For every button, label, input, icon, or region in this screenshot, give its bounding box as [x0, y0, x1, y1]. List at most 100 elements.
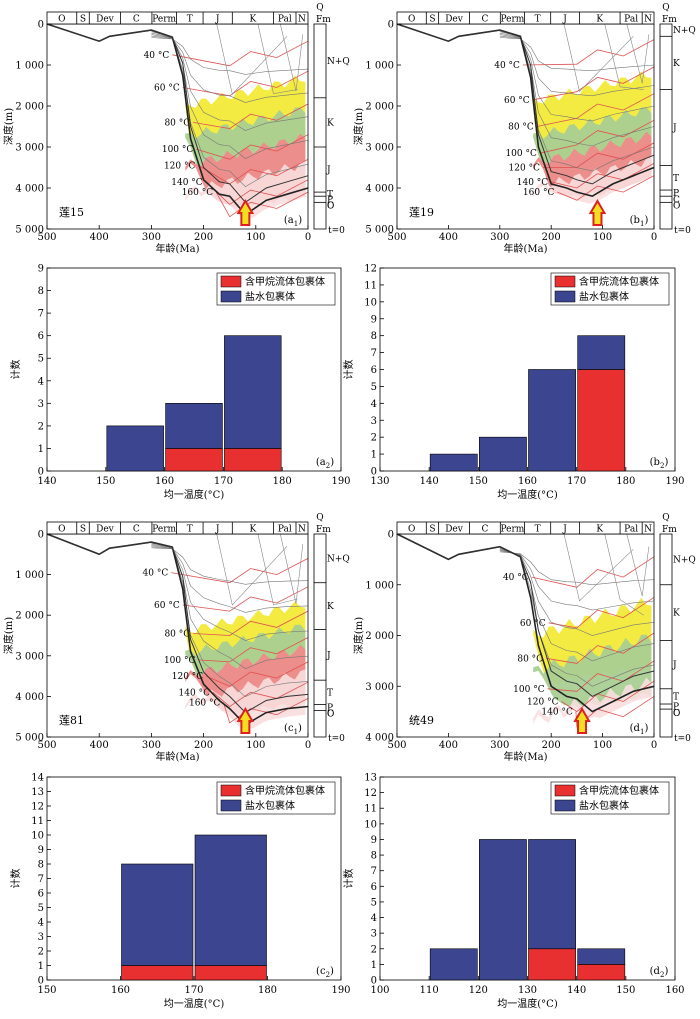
- x-axis-label: 均一温度(°C): [164, 488, 225, 501]
- y-tick-label: 10: [364, 819, 377, 830]
- legend-swatch-brine: [554, 290, 576, 303]
- isotherm-label: 80 °C: [164, 118, 190, 128]
- y-axis-label: 深度(m): [2, 617, 15, 654]
- y-tick-label: 0: [371, 467, 377, 478]
- y-tick-label: 5 000: [15, 733, 44, 744]
- isotherm-line: [539, 119, 655, 154]
- bar-methane: [224, 448, 282, 472]
- x-tick-label: 120: [469, 985, 488, 996]
- bar-brine: [194, 834, 267, 966]
- period-label: J: [215, 525, 220, 535]
- stratum-line: [216, 533, 288, 606]
- period-label: K: [596, 15, 603, 25]
- stratum-line: [216, 23, 288, 95]
- period-label: N: [644, 525, 652, 535]
- x-tick-label: 500: [387, 232, 406, 243]
- y-tick-label: 14: [31, 773, 44, 784]
- y-axis-label: 深度(m): [2, 108, 15, 145]
- y-tick-label: 5: [371, 382, 377, 393]
- legend-label-methane: 含甲烷流体包裹体: [245, 784, 325, 797]
- x-tick-label: 300: [490, 740, 509, 751]
- formation-label: O: [673, 709, 680, 719]
- y-axis-label: 计数: [342, 360, 355, 380]
- y-tick-label: 8: [38, 860, 44, 871]
- y-axis-label: 深度(m): [352, 617, 365, 654]
- y-tick-label: 0: [38, 530, 44, 541]
- period-label: J: [562, 15, 567, 25]
- y-tick-label: 3 000: [365, 682, 394, 693]
- legend-swatch-methane: [554, 784, 576, 797]
- stratum-line: [151, 34, 309, 131]
- x-tick-label: 190: [331, 476, 350, 487]
- q-mark: Q: [316, 513, 323, 523]
- formation-header: Fm: [316, 525, 331, 535]
- burial-curve: [46, 23, 309, 203]
- y-tick-label: 0: [38, 20, 44, 31]
- isotherm-line: [547, 660, 655, 692]
- x-tick-label: 170: [214, 476, 233, 487]
- y-tick-label: 9: [371, 835, 377, 846]
- y-tick-label: 6: [38, 331, 44, 342]
- y-tick-label: 0: [388, 530, 394, 541]
- stratum-line: [499, 550, 655, 611]
- bar-methane: [577, 964, 626, 981]
- y-tick-label: 3: [371, 416, 377, 427]
- stratum-line: [604, 23, 644, 90]
- t-zero-label: t=0: [674, 734, 691, 744]
- period-label: K: [250, 525, 257, 535]
- thermal-zone-pink: [533, 677, 652, 724]
- formation-label: O: [673, 201, 680, 211]
- isotherm-line: [182, 70, 309, 97]
- bar-brine: [528, 839, 576, 950]
- x-tick-label: 140: [37, 476, 56, 487]
- isotherm-line: [198, 637, 309, 663]
- y-tick-label: 2 000: [15, 611, 44, 622]
- y-tick-label: 4 000: [15, 692, 44, 703]
- legend-label-brine: 盐水包裹体: [579, 799, 629, 812]
- y-tick-label: 4 000: [365, 733, 394, 744]
- y-tick-label: 4: [371, 399, 377, 410]
- formation-label: O: [327, 201, 334, 211]
- isotherm-label: 100 °C: [164, 656, 196, 666]
- period-header: [396, 11, 655, 25]
- isotherm-line: [205, 179, 309, 205]
- legend-swatch-methane: [220, 784, 242, 797]
- y-tick-label: 5 000: [15, 225, 44, 236]
- y-tick-label: 1: [371, 960, 377, 971]
- x-tick-label: 200: [542, 740, 561, 751]
- y-tick-label: 5: [371, 897, 377, 908]
- y-tick-label: 3: [38, 932, 44, 943]
- period-label: Pal: [624, 15, 638, 25]
- y-tick-label: 11: [31, 816, 44, 827]
- y-tick-label: 4: [38, 918, 44, 929]
- period-label: Perm: [152, 15, 176, 25]
- burial-curve: [46, 533, 309, 714]
- isotherm-line: [193, 103, 309, 130]
- isotherm-label: 120 °C: [527, 697, 559, 707]
- formation-label: J: [672, 661, 677, 671]
- formation-label: C: [327, 710, 334, 720]
- stratum-line: [499, 37, 655, 72]
- isotherm-line: [193, 610, 309, 636]
- y-tick-label: 4: [371, 913, 377, 924]
- period-label: Pal: [278, 15, 292, 25]
- stratum-line: [151, 35, 309, 103]
- burial-curve: [396, 23, 655, 185]
- x-tick-label: 0: [651, 232, 657, 243]
- x-tick-label: 100: [593, 740, 612, 751]
- y-tick-label: 1: [38, 961, 44, 972]
- x-axis-label: 均一温度(°C): [164, 997, 225, 1010]
- stratum-line: [563, 533, 634, 602]
- well-name: 莲81: [59, 714, 84, 727]
- x-tick-label: 400: [90, 232, 109, 243]
- x-tick-label: 300: [490, 232, 509, 243]
- well-name: 莲19: [409, 206, 434, 219]
- y-tick-label: 2 000: [365, 631, 394, 642]
- y-tick-label: 3 000: [365, 143, 394, 154]
- x-tick-label: 500: [37, 232, 56, 243]
- period-label: Perm: [500, 525, 524, 535]
- x-tick-label: 130: [370, 476, 389, 487]
- isotherm-label: 40 °C: [503, 573, 529, 583]
